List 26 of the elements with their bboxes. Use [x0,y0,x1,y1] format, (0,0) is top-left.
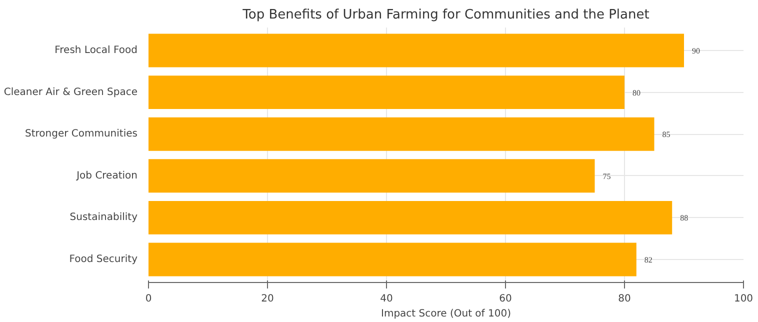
x-tick-label: 20 [261,294,274,304]
x-axis-title: Impact Score (Out of 100) [381,308,512,320]
y-tick-label: Cleaner Air & Green Space [4,86,138,98]
x-tick-label: 60 [499,294,512,304]
data-label: 88 [680,214,688,223]
data-label: 80 [632,88,640,98]
chart-title: Top Benefits of Urban Farming for Communities and the Planet [242,8,650,22]
y-tick-label: Job Creation [76,170,138,182]
bar [148,34,684,68]
data-label: 82 [644,256,652,265]
bar [148,200,672,234]
y-tick-label: Stronger Communities [24,128,138,140]
bar [148,76,624,110]
x-tick-label: 0 [145,294,152,304]
y-tick-label: Food Security [69,254,138,266]
data-label: 90 [692,46,700,56]
x-tick-label: 40 [380,294,393,304]
y-tick-label: Fresh Local Food [54,44,138,56]
data-label: 75 [602,172,611,181]
x-tick-label: 100 [734,294,754,304]
y-tick-label: Sustainability [70,212,138,224]
x-tick-label: 80 [618,294,631,304]
bar [148,159,595,193]
bar [148,242,636,276]
data-label: 85 [662,130,670,140]
bar [148,117,654,151]
